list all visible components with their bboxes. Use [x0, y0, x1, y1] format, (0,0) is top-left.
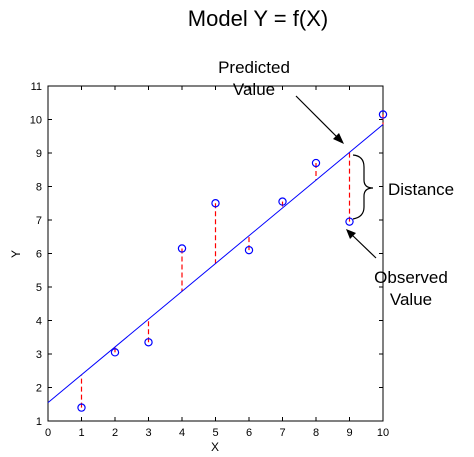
x-tick-label: 1	[78, 427, 84, 439]
y-tick-label: 3	[36, 349, 42, 361]
predicted-value-label: Predicted Value	[218, 58, 290, 99]
data-point	[345, 217, 354, 226]
data-point	[211, 199, 220, 208]
y-tick-label: 10	[30, 115, 42, 127]
x-axis-label: X	[211, 440, 219, 454]
x-tick-label: 0	[45, 427, 51, 439]
data-point	[311, 158, 321, 168]
x-tick-label: 7	[279, 427, 285, 439]
distance-label: Distance	[388, 180, 454, 199]
x-tick-label: 6	[246, 427, 252, 439]
y-tick-label: 5	[36, 282, 42, 294]
data-point	[278, 197, 287, 206]
x-tick-label: 4	[179, 427, 185, 439]
x-tick-label: 10	[377, 427, 389, 439]
predicted-arrow	[295, 95, 341, 141]
data-point	[77, 403, 86, 412]
x-tick-label: 8	[313, 427, 319, 439]
predicted-arrowhead	[333, 133, 344, 144]
x-tick-label: 5	[212, 427, 218, 439]
chart-title: Model Y = f(X)	[188, 6, 328, 31]
x-tick-label: 2	[112, 427, 118, 439]
data-point	[177, 244, 187, 253]
y-tick-label: 6	[36, 249, 42, 261]
y-tick-label: 4	[36, 316, 42, 328]
data-points	[77, 110, 388, 412]
data-point	[144, 338, 153, 347]
y-tick-label: 2	[36, 383, 42, 395]
y-tick-label: 1	[36, 416, 42, 428]
data-point	[244, 245, 254, 255]
callouts: Predicted Value Distance Observed Value	[218, 58, 454, 309]
y-tick-label: 9	[36, 148, 42, 160]
observed-value-label: Observed Value	[374, 268, 448, 309]
y-tick-label: 7	[36, 215, 42, 227]
y-tick-label: 11	[31, 81, 42, 93]
fit-line	[47, 124, 384, 403]
observed-arrowhead	[346, 229, 356, 239]
residual-lines	[80, 114, 384, 408]
y-axis: 1 2 3 4 5 6 7 8 9 10 11	[30, 81, 383, 428]
x-tick-label: 9	[346, 427, 352, 439]
observed-arrow	[349, 232, 377, 259]
data-point	[378, 110, 388, 119]
x-tick-label: 3	[145, 427, 151, 439]
data-point	[110, 348, 120, 357]
y-tick-label: 8	[36, 182, 42, 194]
distance-bracket	[352, 154, 374, 220]
x-axis: 0 1 2 3 4 5 6 7 8 9 10	[45, 86, 389, 439]
y-axis-label: Y	[9, 250, 23, 258]
